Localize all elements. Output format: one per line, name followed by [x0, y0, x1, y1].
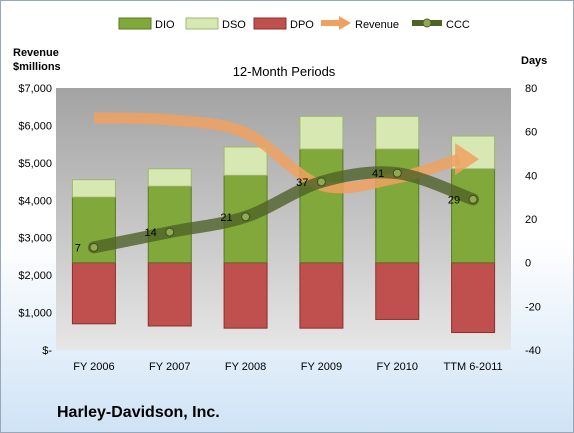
bar-dso [299, 115, 344, 150]
ccc-layer: 7 14 21 37 41 29 [75, 166, 480, 254]
bar-dso [147, 168, 192, 187]
bar-dpo [299, 262, 344, 329]
ccc-marker [392, 168, 402, 178]
ccc-marker [89, 242, 99, 252]
legend-swatch-dso [185, 17, 219, 30]
left-tick-label: $3,000 [18, 233, 52, 245]
right-tick-label: 40 [525, 170, 537, 182]
right-axis-label: Days [521, 55, 547, 67]
bar-dso [223, 146, 268, 176]
ccc-marker [316, 177, 326, 187]
left-axis-label-line2: $millions [13, 61, 61, 73]
bar-dpo [71, 262, 116, 325]
left-tick-label: $1,000 [18, 308, 52, 320]
category-label: FY 2008 [225, 361, 266, 373]
legend-swatch-dio [118, 17, 152, 30]
ccc-data-label: 7 [75, 242, 81, 254]
bar-dpo [223, 262, 268, 329]
left-tick-label: $- [42, 345, 52, 357]
legend-swatch-revenue [321, 16, 351, 30]
ccc-data-label: 41 [372, 168, 384, 180]
legend-label-revenue: Revenue [355, 19, 399, 31]
ccc-marker [165, 227, 175, 237]
category-label: FY 2007 [149, 361, 190, 373]
left-axis-ticks: $7,000 $6,000 $5,000 $4,000 $3,000 $2,000 $1,0… [18, 83, 52, 357]
ccc-line [87, 166, 480, 254]
chart-title: 12-Month Periods [233, 64, 336, 79]
bar-dpo [451, 262, 496, 334]
bar-layer [71, 115, 496, 334]
bar-dio [451, 168, 496, 264]
revenue-arrowhead [455, 143, 480, 176]
right-tick-label: 60 [525, 127, 537, 139]
left-tick-label: $6,000 [18, 120, 52, 132]
bar-dso [375, 115, 420, 150]
category-axis-ticks: FY 2006 FY 2007 FY 2008 FY 2009 FY 2010 TTM 6… [73, 361, 502, 373]
ccc-data-label: 21 [220, 212, 232, 224]
bar-dio [375, 148, 420, 264]
right-tick-label: -20 [525, 301, 541, 313]
ccc-marker [241, 212, 251, 222]
left-axis-label-line1: Revenue [13, 47, 59, 59]
right-tick-label: 20 [525, 214, 537, 226]
category-label: FY 2009 [301, 361, 342, 373]
ccc-data-label: 29 [448, 194, 460, 206]
left-tick-label: $2,000 [18, 270, 52, 282]
ccc-marker [468, 194, 478, 204]
legend-label-dpo: DPO [290, 19, 314, 31]
bar-dso [71, 179, 116, 198]
left-tick-label: $4,000 [18, 195, 52, 207]
category-label: TTM 6-2011 [444, 361, 503, 373]
right-tick-label: 0 [525, 258, 531, 270]
plot-area [56, 88, 511, 350]
left-tick-label: $7,000 [18, 83, 52, 95]
legend: DIO DSO DPO Revenue CCC [118, 16, 470, 31]
right-tick-label: -40 [525, 345, 541, 357]
bar-dpo [147, 262, 192, 327]
legend-label-dso: DSO [222, 19, 246, 31]
category-label: FY 2006 [73, 361, 114, 373]
ccc-data-label: 14 [145, 227, 157, 239]
bar-dpo [375, 262, 420, 320]
legend-label-dio: DIO [155, 19, 175, 31]
legend-swatch-ccc [412, 18, 442, 28]
category-label: FY 2010 [377, 361, 418, 373]
left-tick-label: $5,000 [18, 158, 52, 170]
legend-label-ccc: CCC [446, 19, 470, 31]
right-axis-ticks: 80 60 40 20 0 -20 -40 [525, 83, 541, 357]
ccc-data-label: 37 [296, 177, 308, 189]
legend-swatch-dpo [253, 17, 287, 30]
company-name: Harley-Davidson, Inc. [57, 404, 220, 421]
right-tick-label: 80 [525, 83, 537, 95]
bar-dio [299, 148, 344, 264]
